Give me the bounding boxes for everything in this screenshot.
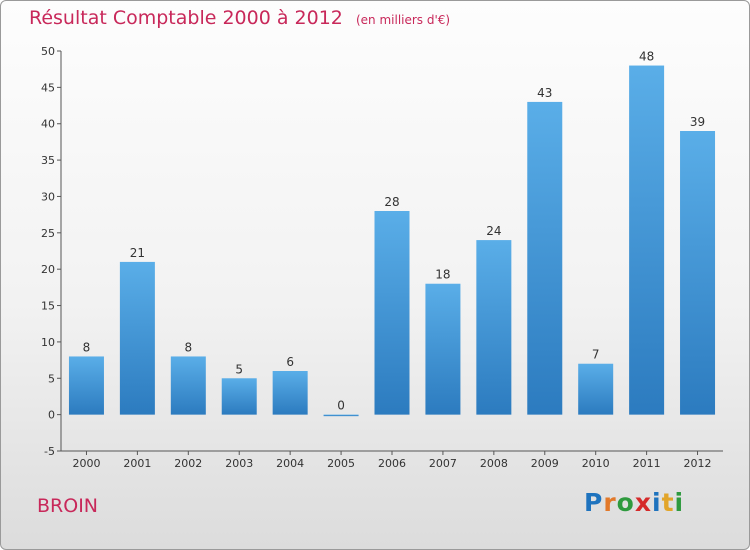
y-tick-label: 25: [41, 227, 55, 240]
data-label: 43: [537, 86, 552, 100]
chart-title: Résultat Comptable 2000 à 2012: [29, 7, 343, 29]
proxiti-logo: Proxiti: [584, 488, 684, 517]
data-label: 21: [130, 246, 145, 260]
y-tick-label: 0: [48, 409, 55, 422]
y-tick-label: 5: [48, 372, 55, 385]
data-label: 48: [639, 50, 654, 64]
x-tick-label: 2002: [174, 457, 202, 470]
x-tick-label: 2008: [480, 457, 508, 470]
bar: [170, 356, 206, 415]
y-tick-label: -5: [44, 445, 55, 458]
bar: [221, 378, 257, 415]
x-tick-label: 2000: [72, 457, 100, 470]
x-tick-label: 2001: [123, 457, 151, 470]
y-tick-label: 35: [41, 154, 55, 167]
data-label: 0: [337, 399, 345, 413]
logo-letter: t: [661, 488, 675, 517]
bar: [476, 240, 512, 415]
data-label: 18: [435, 268, 450, 282]
x-tick-label: 2010: [582, 457, 610, 470]
logo-letter: i: [652, 488, 662, 517]
y-tick-label: 15: [41, 300, 55, 313]
data-label: 28: [384, 195, 399, 209]
data-label: 7: [592, 348, 600, 362]
logo-letter: P: [584, 488, 604, 517]
data-label: 8: [184, 340, 192, 354]
x-tick-label: 2011: [633, 457, 661, 470]
x-tick-label: 2004: [276, 457, 304, 470]
bar: [119, 261, 155, 415]
logo-letter: i: [674, 488, 685, 517]
bar: [272, 371, 308, 415]
logo-letter: x: [634, 488, 652, 517]
y-tick-label: 50: [41, 45, 55, 58]
data-label: 24: [486, 224, 501, 238]
logo-letter: o: [616, 488, 635, 517]
x-tick-label: 2006: [378, 457, 406, 470]
bar: [425, 283, 461, 415]
y-tick-label: 45: [41, 81, 55, 94]
data-label: 5: [235, 362, 243, 376]
bar: [629, 65, 665, 415]
data-label: 6: [286, 355, 294, 369]
y-tick-label: 20: [41, 263, 55, 276]
x-tick-label: 2003: [225, 457, 253, 470]
bar: [323, 414, 359, 417]
chart-subtitle: (en milliers d'€): [355, 13, 451, 27]
x-tick-label: 2005: [327, 457, 355, 470]
bar: [680, 131, 716, 415]
y-tick-label: 10: [41, 336, 55, 349]
title-block: Résultat Comptable 2000 à 2012 (en milli…: [29, 7, 450, 29]
x-tick-label: 2007: [429, 457, 457, 470]
x-tick-label: 2009: [531, 457, 559, 470]
data-label: 39: [690, 115, 705, 129]
bar: [527, 101, 563, 415]
place-name: BROIN: [37, 495, 99, 517]
bar: [374, 211, 410, 415]
y-tick-label: 30: [41, 190, 55, 203]
bar: [68, 356, 104, 415]
bar: [578, 363, 614, 415]
y-tick-label: 40: [41, 118, 55, 131]
data-label: 8: [83, 340, 91, 354]
x-tick-label: 2012: [684, 457, 712, 470]
logo-letter: r: [603, 488, 617, 517]
